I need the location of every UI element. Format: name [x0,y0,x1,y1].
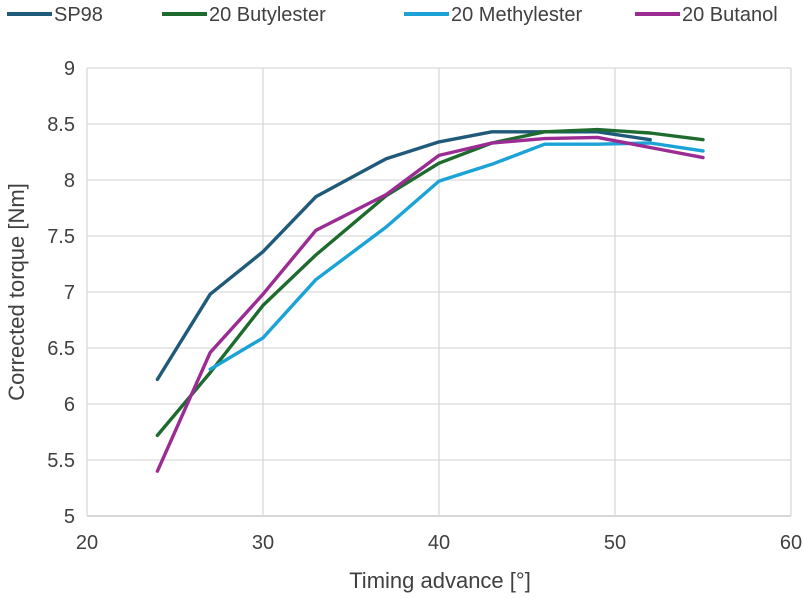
gridlines [86,67,792,517]
series-lines [155,127,705,473]
x-tick-label: 30 [252,532,274,554]
y-tick-label: 9 [64,58,75,80]
legend: SP98 20 Butylester 20 Methylester 20 Butano… [7,4,778,26]
x-tick-label: 20 [76,532,98,554]
legend-label-0: SP98 [54,4,103,26]
series-line-2 [208,141,705,371]
x-tick-label: 60 [780,532,802,554]
y-tick-label: 8 [64,170,75,192]
x-axis-tick-labels: 20 30 40 50 60 [76,532,802,554]
y-tick-label: 8.5 [47,114,75,136]
y-tick-label: 6.5 [47,338,75,360]
series-line-0 [155,130,652,382]
y-tick-label: 7.5 [47,226,75,248]
series-line-1 [155,127,705,438]
x-axis-title: Timing advance [°] [349,568,531,593]
y-tick-label: 6 [64,394,75,416]
x-tick-label: 40 [428,532,450,554]
y-tick-label: 7 [64,282,75,304]
y-tick-label: 5.5 [47,450,75,472]
y-axis-tick-labels: 5 5.5 6 6.5 7 7.5 8 8.5 9 [47,58,75,528]
legend-label-2: 20 Methylester [451,4,583,26]
series-line-3 [155,135,705,473]
y-axis-title: Corrected torque [Nm] [4,183,29,401]
y-tick-label: 5 [64,506,75,528]
legend-label-1: 20 Butylester [209,4,326,26]
x-tick-label: 50 [604,532,626,554]
legend-label-3: 20 Butanol [682,4,778,26]
